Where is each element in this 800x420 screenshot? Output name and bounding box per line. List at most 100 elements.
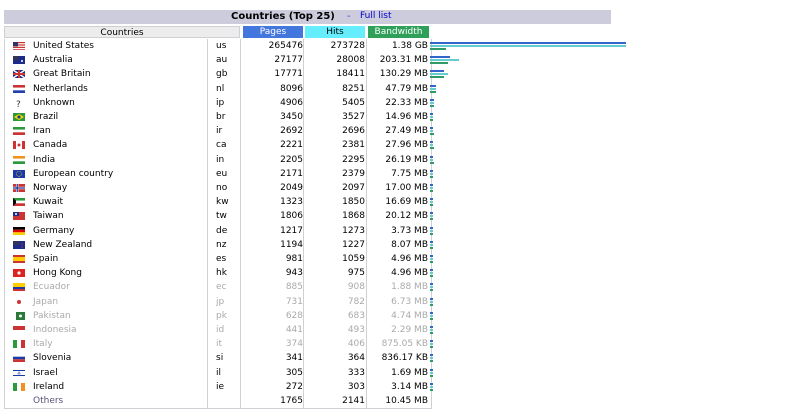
country-bandwidth: 875.05 KB <box>381 339 428 350</box>
bandwidth-bar <box>430 332 433 334</box>
country-row: Israel il 305 333 1.69 MB <box>4 366 800 380</box>
country-code: ir <box>216 126 223 137</box>
country-hits: 1273 <box>342 225 365 236</box>
country-bars <box>430 352 630 364</box>
country-name: Canada <box>33 140 68 151</box>
country-hits: 2295 <box>342 154 365 165</box>
hits-bar <box>430 158 433 161</box>
full-list-link[interactable]: Full list <box>360 11 392 21</box>
country-bandwidth: 2.29 MB <box>391 325 428 335</box>
country-bars <box>430 367 630 379</box>
country-name: Great Britain <box>33 69 91 80</box>
bandwidth-bar <box>430 104 434 107</box>
country-name: Spain <box>33 254 59 264</box>
au-flag-icon <box>13 56 25 65</box>
country-code: us <box>216 41 227 51</box>
country-name: Germany <box>33 225 75 236</box>
title-separator: - <box>347 11 351 22</box>
country-code: ie <box>216 381 225 392</box>
country-row: Iran ir 2692 2696 27.49 MB <box>4 124 800 138</box>
country-hits: 364 <box>347 353 365 364</box>
country-hits: 2696 <box>342 126 365 137</box>
country-code: eu <box>216 168 228 179</box>
bandwidth-bar <box>430 62 448 65</box>
country-bandwidth: 16.69 MB <box>385 197 428 208</box>
country-name: Kuwait <box>33 197 64 208</box>
pages-bar <box>430 340 433 343</box>
country-bars <box>430 83 630 95</box>
others-row: Others 1765 2141 10.45 MB <box>4 394 800 408</box>
country-row: Ireland ie 272 303 3.14 MB <box>4 380 800 394</box>
country-bars <box>430 210 630 222</box>
bandwidth-bar <box>430 289 433 292</box>
country-name: India <box>33 154 56 165</box>
pages-bar <box>430 297 433 300</box>
column-divider <box>366 39 367 408</box>
country-bars <box>430 310 630 322</box>
bandwidth-bar <box>430 246 433 249</box>
country-code: tw <box>216 211 227 222</box>
country-bandwidth: 22.33 MB <box>385 97 428 108</box>
country-row: United States us 265476 273728 1.38 GB <box>4 39 800 53</box>
pages-bar <box>430 368 433 371</box>
section-title: Countries (Top 25) <box>231 11 335 22</box>
others-label: Others <box>33 396 64 406</box>
hits-bar <box>430 314 433 317</box>
country-code: no <box>216 183 228 193</box>
country-bandwidth: 4.96 MB <box>391 268 428 279</box>
country-bars <box>430 111 630 123</box>
country-bandwidth: 1.38 GB <box>391 41 428 51</box>
country-hits: 683 <box>347 310 365 321</box>
country-hits: 333 <box>347 367 365 378</box>
jp-flag-icon <box>13 297 25 306</box>
bandwidth-bar <box>430 303 433 306</box>
country-code: si <box>216 353 224 364</box>
country-hits: 782 <box>347 296 365 307</box>
country-name: New Zealand <box>33 239 93 250</box>
country-row: New Zealand nz 1194 1227 8.07 MB <box>4 238 800 252</box>
nz-flag-icon <box>13 240 25 249</box>
country-row: Australia au 27177 28008 203.31 MB <box>4 53 800 67</box>
bandwidth-bar <box>430 232 433 235</box>
country-pages: 2049 <box>280 183 303 193</box>
country-name: European country <box>33 168 114 179</box>
us-flag-icon <box>13 42 25 50</box>
country-pages: 1323 <box>280 197 303 208</box>
country-bars <box>430 225 630 237</box>
ir-flag-icon <box>13 127 25 136</box>
country-code: br <box>216 112 226 122</box>
country-code: nl <box>216 83 225 94</box>
country-hits: 5405 <box>342 97 365 108</box>
country-hits: 2381 <box>342 140 365 151</box>
country-bandwidth: 4.74 MB <box>391 310 428 321</box>
country-bars <box>430 54 630 66</box>
country-row: Brazil br 3450 3527 14.96 MB <box>4 110 800 124</box>
hits-bar <box>430 385 433 388</box>
country-pages: 731 <box>285 296 303 307</box>
hk-flag-icon <box>13 269 25 278</box>
de-flag-icon <box>13 226 25 235</box>
no-flag-icon <box>13 184 25 192</box>
country-hits: 1850 <box>342 197 365 208</box>
country-name: Australia <box>33 55 73 66</box>
country-bars <box>430 338 630 350</box>
country-bars <box>430 68 630 80</box>
br-flag-icon <box>13 113 25 121</box>
country-pages: 374 <box>285 339 303 350</box>
pages-bar <box>430 155 433 158</box>
hits-bar <box>430 229 433 232</box>
country-bars <box>430 40 630 52</box>
country-bandwidth: 17.00 MB <box>385 183 428 193</box>
country-row: Hong Kong hk 943 975 4.96 MB <box>4 266 800 280</box>
country-name: Pakistan <box>33 310 71 321</box>
country-row: Germany de 1217 1273 3.73 MB <box>4 224 800 238</box>
hits-bar <box>430 116 433 118</box>
country-bandwidth: 14.96 MB <box>385 112 428 122</box>
country-pages: 4906 <box>280 97 303 108</box>
country-pages: 305 <box>285 367 303 378</box>
country-bandwidth: 1.88 MB <box>391 282 428 293</box>
column-divider <box>207 39 208 408</box>
hits-bar <box>430 357 433 360</box>
country-pages: 2221 <box>280 140 303 151</box>
bandwidth-bar <box>430 133 434 136</box>
